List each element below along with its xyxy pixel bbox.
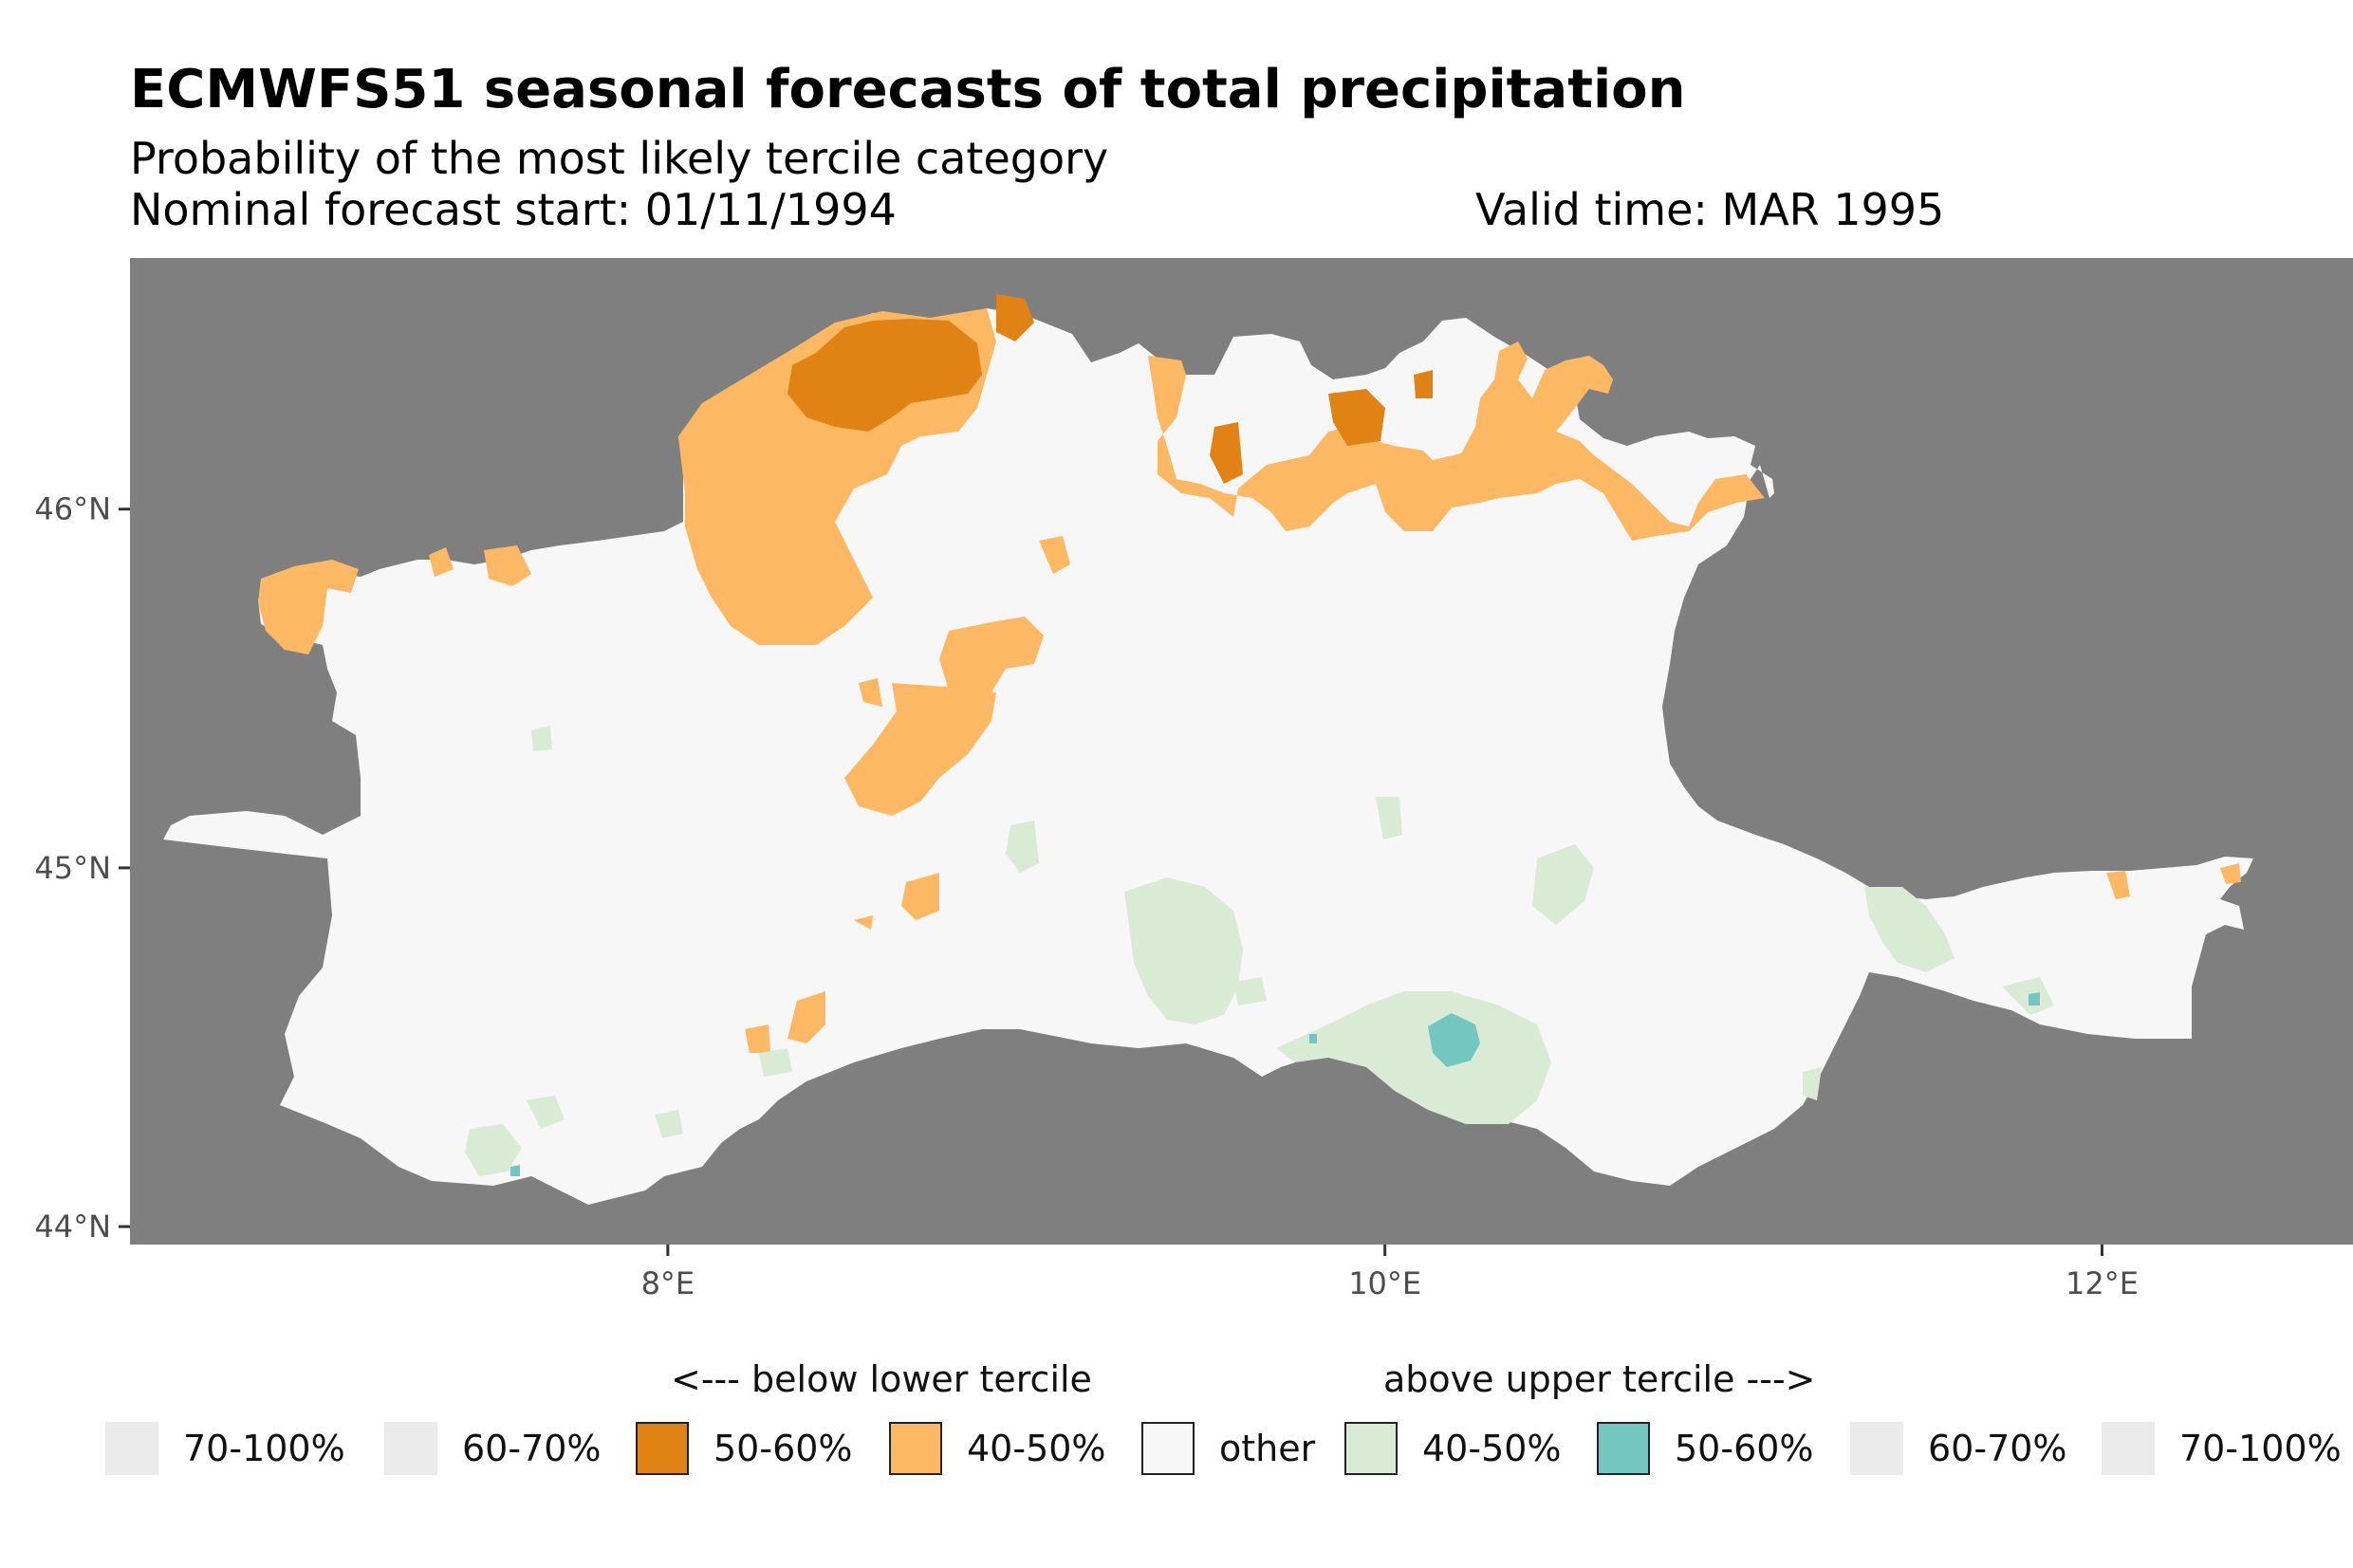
y-tick-label: 46°N [34,491,111,527]
legend-key-above-60-70 [1850,1422,1903,1475]
legend-label-above-70-100: 70-100% [2179,1428,2342,1469]
legend-label-above-50-60: 50-60% [1675,1428,1814,1469]
forecast-region [163,308,2253,1205]
below-40-50-patch [1039,536,1070,574]
above-40-50-patch [759,1048,792,1077]
legend-label-below-50-60: 50-60% [713,1428,853,1469]
below-40-50-patch [939,617,1044,707]
legend-label-below-40-50: 40-50% [967,1428,1106,1469]
legend-item-above-50-60: 50-60% [1597,1420,1814,1477]
legend-label-below-60-70: 60-70% [462,1428,602,1469]
y-tick-label: 44°N [34,1208,111,1245]
above-40-50-patch [531,726,552,751]
legend-label-above-40-50: 40-50% [1422,1428,1562,1469]
legend-key-above-40-50 [1344,1422,1398,1475]
above-40-50-patch [1803,1067,1822,1100]
legend-item-above-60-70: 60-70% [1850,1420,2067,1477]
legend-key-below-70-100 [105,1422,158,1475]
legend-item-below-70-100: 70-100% [105,1420,345,1477]
x-tick-label: 8°E [641,1265,695,1301]
above-40-50-patch [1276,991,1551,1124]
below-40-50-patch [787,991,825,1043]
forecast-start-label: Nominal forecast start: 01/11/1994 [130,184,897,235]
page-subtitle: Probability of the most likely tercile c… [130,133,1109,184]
x-tick-label: 10°E [1348,1265,1421,1301]
above-50-60-patch [1309,1034,1317,1043]
above-40-50-patch [2002,977,2054,1015]
below-50-60-patch [1210,422,1243,484]
below-40-50-patches [258,308,2241,1053]
above-40-50-patch [1376,797,1402,839]
above-40-50-patch [527,1096,565,1129]
below-50-60-patch [1414,370,1433,398]
legend-label-above-60-70: 60-70% [1928,1428,2067,1469]
below-40-50-patch [484,545,531,586]
above-40-50-patch [1532,844,1594,925]
legend-item-above-70-100: 70-100% [2102,1420,2342,1477]
above-50-60-patches [510,992,2040,1176]
above-50-60-patch [1428,1013,1480,1067]
legend-key-above-70-100 [2102,1422,2155,1475]
page-title: ECMWFS51 seasonal forecasts of total pre… [130,59,1686,120]
legend-item-below-50-60: 50-60% [636,1420,853,1477]
valid-time-label: Valid time: MAR 1995 [1475,184,1945,235]
above-40-50-patch [1864,887,1955,972]
above-40-50-patches [465,726,2054,1176]
below-50-60-patch [996,294,1034,341]
legend-item-above-40-50: 40-50% [1344,1420,1562,1477]
below-40-50-patch [258,560,359,655]
legend-label-other: other [1219,1428,1316,1469]
below-40-50-patch [745,1024,770,1053]
x-tick-label: 12°E [2066,1265,2139,1301]
above-50-60-patch [2029,992,2040,1005]
legend-label-below-70-100: 70-100% [183,1428,345,1469]
below-40-50-patch [2220,863,2241,884]
legend-above-header: above upper tercile ---> [1383,1358,1816,1400]
legend-below-header: <--- below lower tercile [671,1358,1092,1400]
below-40-50-patch [429,547,454,577]
legend-item-below-60-70: 60-70% [384,1420,602,1477]
above-40-50-patch [1233,977,1267,1005]
legend-key-above-50-60 [1597,1422,1650,1475]
legend-key-below-50-60 [636,1422,689,1475]
legend-key-below-60-70 [384,1422,437,1475]
above-40-50-patch [1124,877,1243,1024]
below-40-50-patch [901,873,939,920]
legend-item-below-40-50: 40-50% [889,1420,1106,1477]
map-axes: 8°E 10°E 12°E 46°N 45°N 44°N [34,491,2139,1301]
below-40-50-patch [2106,871,2130,899]
above-40-50-patch [465,1124,522,1176]
above-50-60-patch [510,1165,520,1176]
below-40-50-patch [844,683,996,816]
below-50-60-patch [787,319,982,432]
above-40-50-patch [1006,821,1039,873]
below-50-60-patch [1328,389,1385,446]
legend-key-other [1141,1422,1195,1475]
above-40-50-patch [655,1110,683,1138]
y-tick-label: 45°N [34,850,111,886]
below-40-50-patch [854,915,873,930]
legend-key-below-40-50 [889,1422,942,1475]
below-40-50-patch [859,678,882,707]
legend-item-other: other [1141,1420,1315,1477]
below-40-50-patch [1148,341,1765,541]
below-50-60-patches [787,294,1433,484]
